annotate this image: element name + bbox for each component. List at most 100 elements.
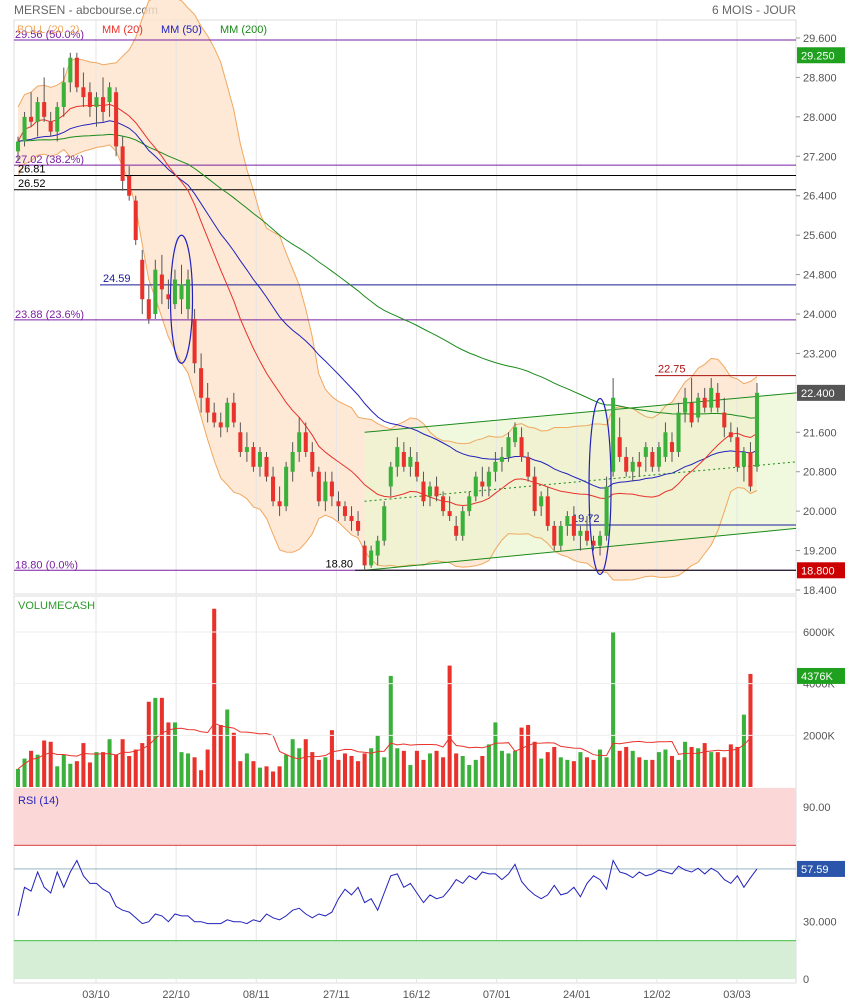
price-tick-label: 20.800 [803,467,837,479]
candle-body [702,397,707,408]
volume-bar [611,632,616,787]
volume-bar [29,750,34,787]
volume-bar [512,750,518,787]
candle-body [186,279,191,310]
volume-bar [499,750,504,787]
volume-bar [506,753,511,787]
volume-bar [199,770,204,787]
price-tick-label: 28.000 [803,112,837,124]
volume-bar [643,759,648,787]
volume-bar [140,743,145,787]
volume-bar [218,725,223,787]
volume-bar [284,754,289,787]
volume-bar [591,759,596,787]
volume-bar [264,766,269,787]
volume-bar [624,746,629,787]
volume-bar [362,753,367,787]
volume-bar [127,756,132,787]
rsi-tag-last: 57.59 [801,864,829,876]
volume-bar [526,725,531,787]
candle-body [329,481,334,497]
candle-body [199,368,204,398]
volume-bar [310,752,315,787]
candle-body [159,274,164,290]
candle-body [473,476,478,497]
volume-bar [179,752,184,787]
volume-bar [401,750,406,787]
candle-body [532,476,537,512]
candle-body [493,461,498,472]
volume-bar [297,748,302,787]
volume-bar [565,759,570,787]
candle-body [486,471,491,487]
volume-bar [414,750,419,787]
volume-bar [441,757,446,787]
volume-bar [584,757,589,787]
volume-bar [81,743,86,787]
volume-bar [323,757,328,787]
candle-body [447,511,452,517]
volume-tick-label: 2000K [803,730,835,742]
x-tick-label: 03/03 [723,989,751,1001]
candle-body [179,284,184,300]
price-tick-label: 27.200 [803,151,837,163]
candle-body [61,82,66,107]
candle-body [310,452,315,472]
volume-bar [735,746,740,787]
volume-bar [48,741,53,787]
volume-bar [369,748,374,787]
rsi-overbought-zone [14,787,796,846]
candle-body [467,496,472,512]
volume-bar [87,762,92,787]
volume-bar [238,761,243,787]
price-panel [13,19,797,595]
price-tick-label: 19.200 [803,546,837,558]
x-tick-label: 22/10 [162,989,190,1001]
price-tick-label: 21.600 [803,427,837,439]
volume-bar [715,752,720,787]
volume-bar [356,761,361,787]
candle-body [539,496,544,507]
volume-bar [107,739,112,787]
candle-body [303,432,308,452]
volume-bar [251,761,256,787]
volume-tag-last: 4376K [801,671,833,683]
candle-body [637,461,642,467]
x-tick-label: 07/01 [483,989,511,1001]
rsi-oversold-zone [14,940,796,979]
candle-body [362,545,367,566]
candle-body [140,259,145,300]
price-tag-close-bg [797,384,845,401]
volume-average-line [17,722,751,770]
candle-body [81,87,86,98]
candle-body [434,486,439,497]
candle-body [506,437,511,457]
volume-bar [277,766,282,787]
price-tick-label: 24.800 [803,270,837,282]
candle-body [598,535,603,546]
level-label: 19.72 [572,513,600,525]
legend-mm50: MM (50) [161,24,202,36]
candle-body [689,402,694,423]
candle-body [591,540,596,546]
volume-bar [696,748,701,787]
candle-body [696,397,701,418]
candle-body [375,540,380,556]
volume-bar [68,763,73,787]
volume-bar [61,754,66,787]
candle-body [604,486,609,536]
period-label: 6 MOIS - JOUR [712,3,796,17]
price-tick-label: 23.200 [803,348,837,360]
fib-label: 27.02 (38.2%) [15,154,84,166]
candle-body [565,516,570,526]
rsi-tick-label: 90.00 [803,802,831,814]
candle-body [127,176,132,196]
candle-body [15,141,21,152]
volume-bar [683,741,688,787]
fib-label: 29.56 (50.0%) [15,29,84,41]
volume-bar [427,753,433,787]
candle-body [251,447,256,467]
volume-bar [100,752,106,787]
price-tick-label: 26.400 [803,191,837,203]
